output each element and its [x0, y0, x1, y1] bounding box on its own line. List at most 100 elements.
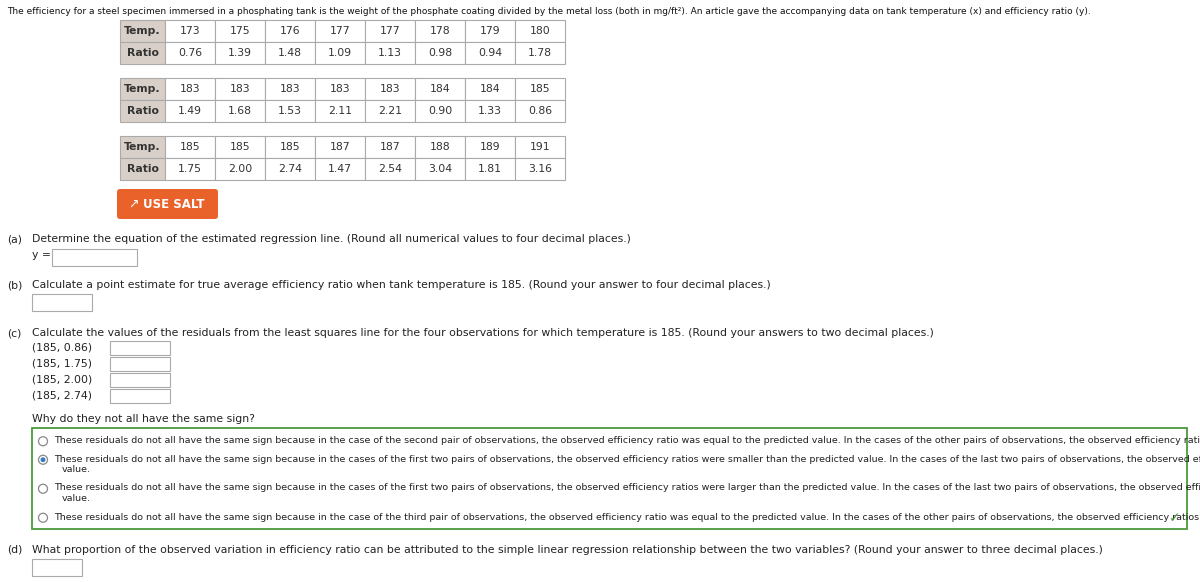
Text: 2.00: 2.00 — [228, 164, 252, 174]
Text: Temp.: Temp. — [124, 84, 161, 94]
Bar — [120, 158, 166, 180]
Text: Determine the equation of the estimated regression line. (Round all numerical va: Determine the equation of the estimated … — [32, 234, 631, 244]
Text: 176: 176 — [280, 26, 300, 36]
Bar — [32, 559, 82, 576]
Text: 185: 185 — [280, 142, 300, 152]
Text: 1.09: 1.09 — [328, 48, 352, 58]
Bar — [166, 78, 215, 100]
Text: These residuals do not all have the same sign because in the case of the third p: These residuals do not all have the same… — [54, 512, 1200, 522]
Text: 177: 177 — [379, 26, 401, 36]
Bar — [110, 341, 170, 355]
Bar — [466, 136, 515, 158]
Text: 180: 180 — [529, 26, 551, 36]
Bar — [120, 100, 166, 122]
Text: 189: 189 — [480, 142, 500, 152]
Bar — [515, 78, 565, 100]
Text: Ratio: Ratio — [126, 106, 158, 116]
Bar — [515, 20, 565, 42]
Text: 1.48: 1.48 — [278, 48, 302, 58]
Bar — [466, 158, 515, 180]
Text: (185, 1.75): (185, 1.75) — [32, 358, 92, 368]
Bar — [314, 136, 365, 158]
Bar — [265, 78, 314, 100]
Bar — [365, 136, 415, 158]
Circle shape — [38, 484, 48, 493]
Bar — [515, 136, 565, 158]
Bar — [32, 294, 92, 311]
Bar — [415, 100, 466, 122]
Text: 0.90: 0.90 — [428, 106, 452, 116]
Bar — [365, 20, 415, 42]
Text: 185: 185 — [229, 142, 251, 152]
Bar — [365, 78, 415, 100]
Bar — [110, 357, 170, 371]
Text: (b): (b) — [7, 280, 23, 290]
Text: 183: 183 — [330, 84, 350, 94]
Bar — [52, 249, 137, 266]
Text: These residuals do not all have the same sign because in the cases of the first : These residuals do not all have the same… — [54, 455, 1200, 463]
Bar — [215, 100, 265, 122]
Bar — [466, 78, 515, 100]
Bar — [265, 136, 314, 158]
Text: (185, 2.00): (185, 2.00) — [32, 374, 92, 384]
Text: 0.94: 0.94 — [478, 48, 502, 58]
Bar — [32, 428, 1187, 529]
Text: 185: 185 — [529, 84, 551, 94]
Bar — [314, 42, 365, 64]
Text: 179: 179 — [480, 26, 500, 36]
Bar — [515, 42, 565, 64]
Text: Calculate the values of the residuals from the least squares line for the four o: Calculate the values of the residuals fr… — [32, 328, 934, 338]
FancyBboxPatch shape — [118, 189, 218, 219]
Text: Calculate a point estimate for true average efficiency ratio when tank temperatu: Calculate a point estimate for true aver… — [32, 280, 770, 290]
Text: Ratio: Ratio — [126, 164, 158, 174]
Text: 1.81: 1.81 — [478, 164, 502, 174]
Text: 2.74: 2.74 — [278, 164, 302, 174]
Text: What proportion of the observed variation in efficiency ratio can be attributed : What proportion of the observed variatio… — [32, 545, 1103, 555]
Text: 188: 188 — [430, 142, 450, 152]
Text: 178: 178 — [430, 26, 450, 36]
Text: 0.86: 0.86 — [528, 106, 552, 116]
Bar — [466, 42, 515, 64]
Text: (c): (c) — [7, 328, 22, 338]
Bar — [515, 100, 565, 122]
Text: Ratio: Ratio — [126, 48, 158, 58]
Text: 184: 184 — [430, 84, 450, 94]
Bar — [110, 389, 170, 403]
Bar — [415, 136, 466, 158]
Bar — [415, 78, 466, 100]
Bar — [314, 78, 365, 100]
Bar — [166, 42, 215, 64]
Bar — [365, 158, 415, 180]
Bar — [365, 42, 415, 64]
Bar — [314, 20, 365, 42]
Circle shape — [38, 513, 48, 522]
Text: 2.21: 2.21 — [378, 106, 402, 116]
Text: 183: 183 — [229, 84, 251, 94]
Text: 0.76: 0.76 — [178, 48, 202, 58]
Text: 183: 183 — [180, 84, 200, 94]
Text: 1.13: 1.13 — [378, 48, 402, 58]
Text: 1.33: 1.33 — [478, 106, 502, 116]
Text: Why do they not all have the same sign?: Why do they not all have the same sign? — [32, 414, 254, 424]
Text: ✓: ✓ — [1169, 511, 1181, 525]
Bar — [265, 42, 314, 64]
Text: 2.54: 2.54 — [378, 164, 402, 174]
Bar — [515, 158, 565, 180]
Text: Temp.: Temp. — [124, 142, 161, 152]
Bar — [466, 20, 515, 42]
Circle shape — [38, 437, 48, 446]
Text: These residuals do not all have the same sign because in the cases of the first : These residuals do not all have the same… — [54, 483, 1200, 493]
Bar — [415, 158, 466, 180]
Bar — [215, 20, 265, 42]
Bar — [120, 42, 166, 64]
Text: 1.49: 1.49 — [178, 106, 202, 116]
Text: 2.11: 2.11 — [328, 106, 352, 116]
Circle shape — [38, 455, 48, 464]
Text: ↗: ↗ — [128, 198, 139, 210]
Text: 173: 173 — [180, 26, 200, 36]
Text: 183: 183 — [379, 84, 401, 94]
Text: 177: 177 — [330, 26, 350, 36]
Text: value.: value. — [62, 494, 91, 503]
Text: These residuals do not all have the same sign because in the case of the second : These residuals do not all have the same… — [54, 436, 1200, 445]
Text: 191: 191 — [529, 142, 551, 152]
